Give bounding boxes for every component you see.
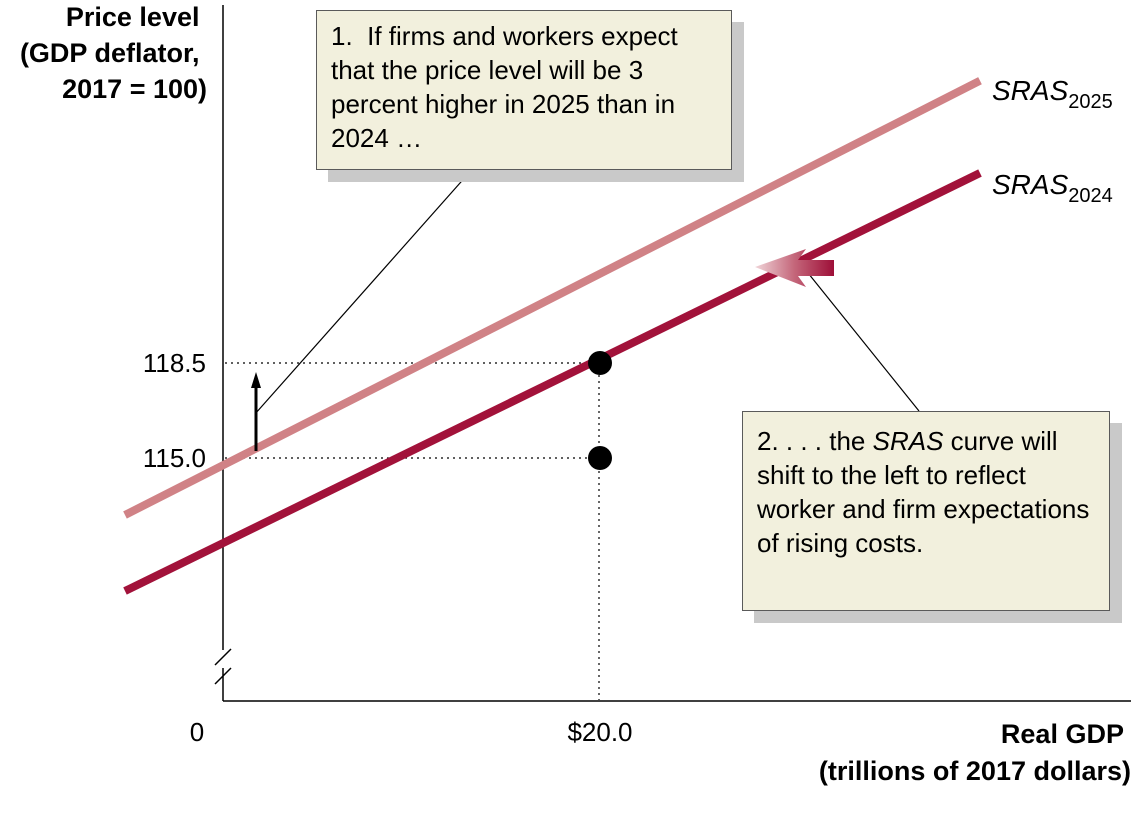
annotation-callout-2-text-before: 2. . . . the — [757, 426, 873, 456]
annotation-callout-1: 1. If firms and workers expect that the … — [316, 10, 732, 170]
annotation-callout-1-text: 1. If firms and workers expect that the … — [331, 21, 678, 153]
price-increase-arrow — [251, 372, 261, 451]
y-tick-label-118-5: 118.5 — [143, 348, 206, 378]
axis-break-mark-lower — [214, 667, 232, 685]
annotation-callout-2-text-after: curve will shift to the left to reflect … — [757, 426, 1090, 558]
y-axis-label: Price level (GDP deflator, 2017 = 100) — [20, 2, 207, 104]
point-sras-2024-at-20 — [588, 446, 612, 470]
annotation-callout-2: 2. . . . the SRAS curve will shift to th… — [742, 411, 1110, 611]
point-sras-2025-at-20 — [588, 351, 612, 375]
series-line-sras-2025 — [123, 77, 982, 519]
x-axis-label: Real GDP (trillions of 2017 dollars) — [819, 719, 1131, 786]
leader-line-callout-2 — [799, 262, 920, 412]
x-tick-label-20: $20.0 — [567, 717, 632, 747]
shift-left-arrow — [755, 249, 834, 287]
leader-lines — [254, 164, 920, 415]
guide-lines — [225, 362, 600, 700]
series-line-sras-2024 — [123, 169, 982, 595]
annotation-callout-2-text-italic: SRAS — [872, 426, 944, 456]
series-label-sras-2024: SRAS2024 — [992, 169, 1113, 207]
origin-label: 0 — [190, 717, 204, 747]
y-tick-label-115-0: 115.0 — [143, 443, 206, 473]
axis-break-mark-upper — [214, 648, 232, 666]
series-label-sras-2025: SRAS2025 — [992, 75, 1113, 113]
leader-line-callout-1 — [254, 164, 477, 415]
